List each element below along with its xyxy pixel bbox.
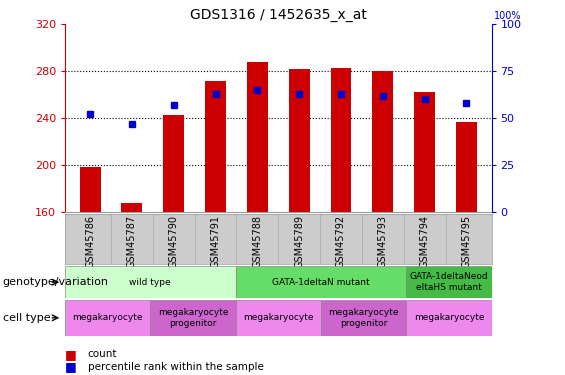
Bar <box>414 92 435 212</box>
Text: GSM45787: GSM45787 <box>127 215 137 268</box>
Text: GSM45795: GSM45795 <box>462 215 471 268</box>
Text: megakaryocyte
progenitor: megakaryocyte progenitor <box>158 308 228 327</box>
Text: GSM45789: GSM45789 <box>294 215 304 268</box>
Title: GDS1316 / 1452635_x_at: GDS1316 / 1452635_x_at <box>190 8 367 22</box>
Bar <box>456 122 477 212</box>
Bar <box>289 69 310 212</box>
Bar <box>121 202 142 212</box>
Text: cell type: cell type <box>3 313 50 323</box>
Bar <box>331 68 351 212</box>
Text: percentile rank within the sample: percentile rank within the sample <box>88 362 263 372</box>
Bar <box>65 300 150 336</box>
Text: GSM45792: GSM45792 <box>336 215 346 268</box>
Text: GSM45794: GSM45794 <box>420 215 429 268</box>
Text: genotype/variation: genotype/variation <box>3 277 109 287</box>
Text: GATA-1deltaNeod
eltaHS mutant: GATA-1deltaNeod eltaHS mutant <box>410 273 488 292</box>
Text: GSM45793: GSM45793 <box>378 215 388 268</box>
Text: count: count <box>88 350 117 359</box>
Bar <box>406 266 492 298</box>
Text: GATA-1deltaN mutant: GATA-1deltaN mutant <box>272 278 370 286</box>
Text: ■: ■ <box>65 360 77 373</box>
Text: megakaryocyte: megakaryocyte <box>414 314 484 322</box>
Bar <box>406 300 492 336</box>
Text: megakaryocyte: megakaryocyte <box>72 314 143 322</box>
Text: GSM45788: GSM45788 <box>253 215 262 268</box>
Bar <box>236 300 321 336</box>
Bar <box>65 266 236 298</box>
Bar <box>205 81 226 212</box>
Text: wild type: wild type <box>129 278 171 286</box>
Text: megakaryocyte: megakaryocyte <box>243 314 314 322</box>
Text: 100%: 100% <box>494 10 522 21</box>
Bar <box>236 266 406 298</box>
Bar <box>80 167 101 212</box>
Text: GSM45791: GSM45791 <box>211 215 220 268</box>
Text: GSM45790: GSM45790 <box>169 215 179 268</box>
Text: megakaryocyte
progenitor: megakaryocyte progenitor <box>328 308 399 327</box>
Bar <box>372 71 393 212</box>
Bar <box>321 300 406 336</box>
Text: ■: ■ <box>65 348 77 361</box>
Bar <box>247 62 268 212</box>
Bar <box>150 300 236 336</box>
Bar <box>163 115 184 212</box>
Text: GSM45786: GSM45786 <box>85 215 95 268</box>
